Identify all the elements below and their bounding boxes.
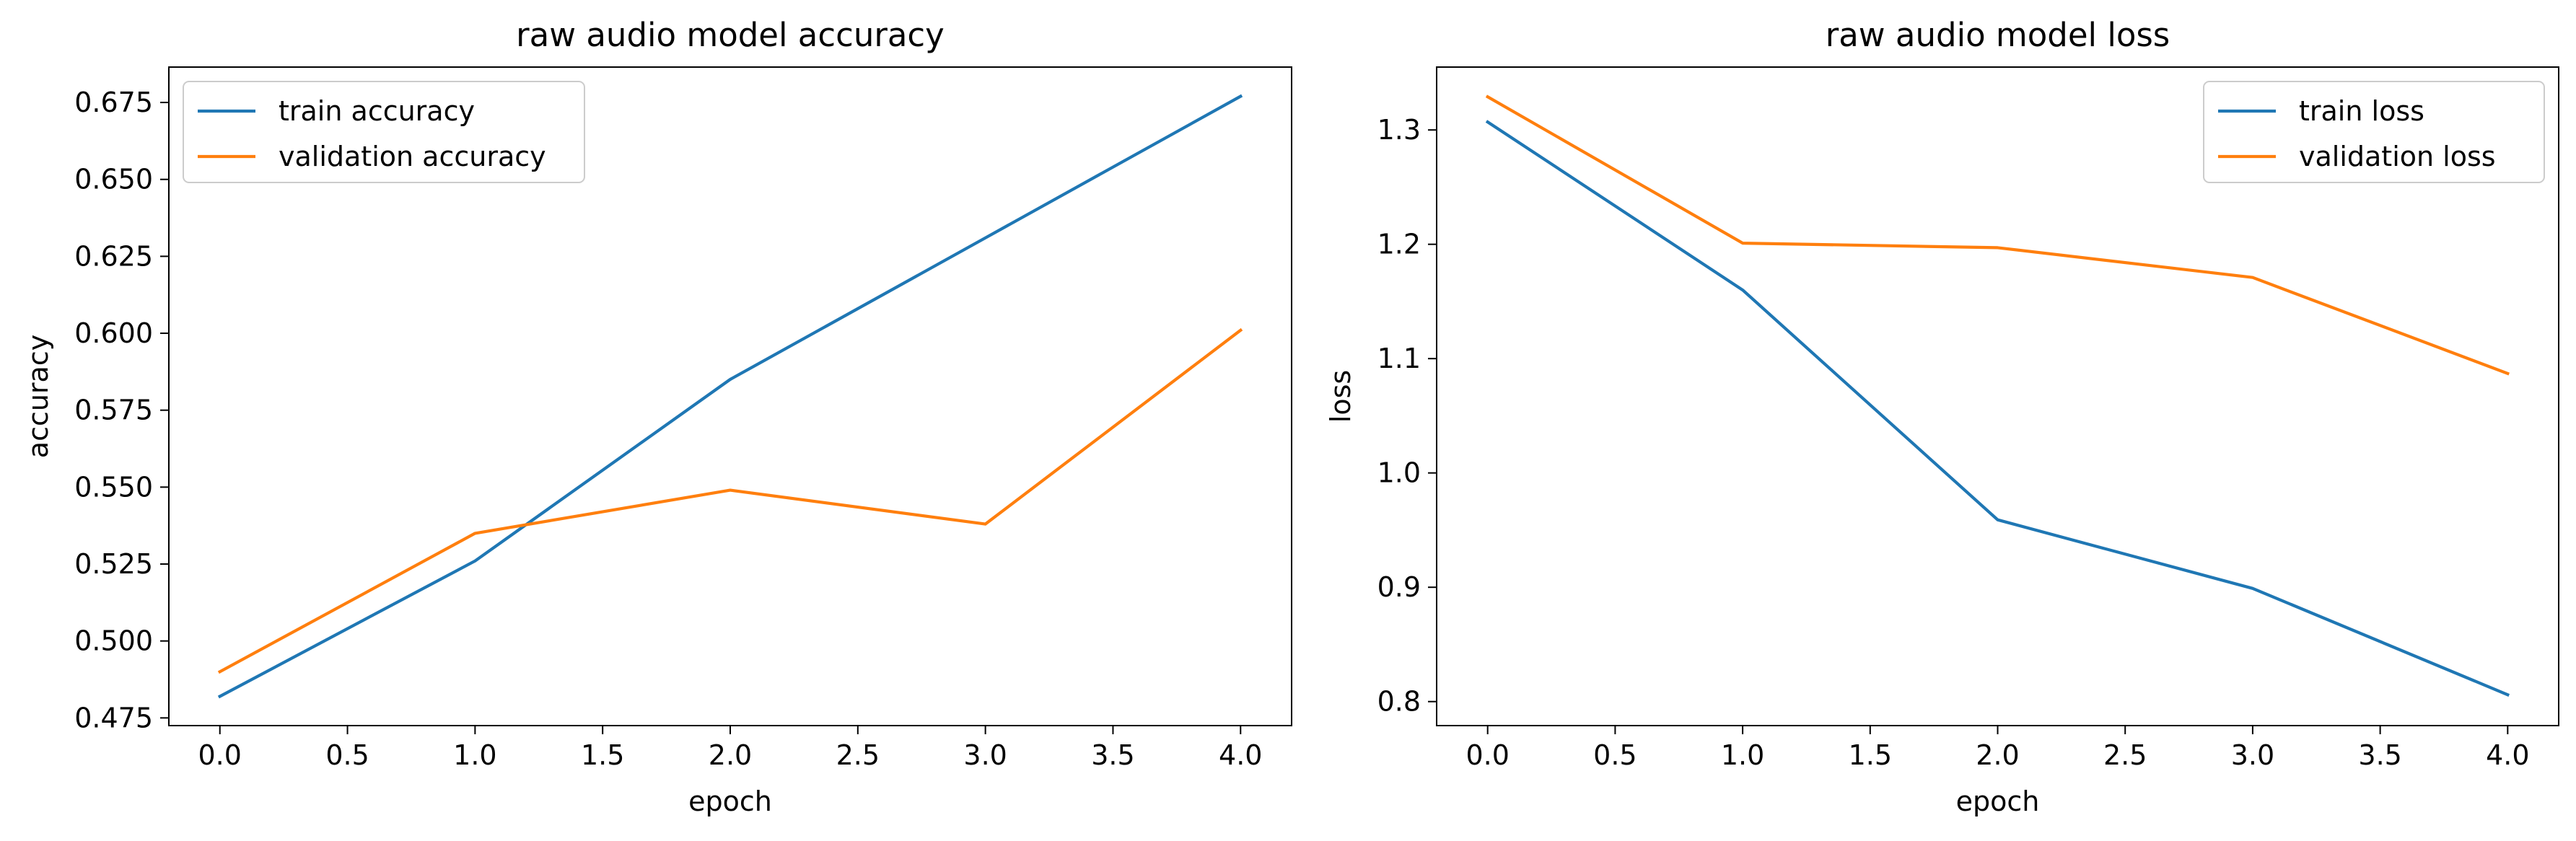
accuracy-y-tick-label: 0.675 [74,87,153,118]
loss-x-tick-label: 0.5 [1593,739,1637,771]
loss-legend-box [2203,81,2545,183]
accuracy-y-tick-label: 0.650 [74,164,153,195]
accuracy-y-tick-label: 0.525 [74,548,153,580]
loss-chart-title: raw audio model loss [1826,16,2170,54]
accuracy-legend-label-1: validation accuracy [279,141,546,172]
accuracy-x-axis-label: epoch [688,785,772,817]
accuracy-x-tick-label: 0.0 [198,739,242,771]
loss-legend-label-1: validation loss [2299,141,2496,172]
accuracy-y-tick-label: 0.575 [74,395,153,426]
accuracy-y-tick-label: 0.600 [74,317,153,349]
loss-x-axis-label: epoch [1956,785,2040,817]
loss-x-tick-label: 3.0 [2231,739,2274,771]
loss-legend: train loss validation loss [2203,81,2545,183]
accuracy-x-tick-label: 2.0 [709,739,752,771]
accuracy-y-axis-label: accuracy [22,335,54,458]
loss-x-tick-label: 3.5 [2358,739,2401,771]
accuracy-x-tick-label: 3.0 [963,739,1007,771]
loss-y-tick-label: 1.2 [1377,229,1421,260]
accuracy-y-tick-label: 0.500 [74,625,153,657]
accuracy-y-tick-label: 0.550 [74,471,153,503]
accuracy-series-line-0 [217,94,1243,699]
accuracy-x-tick-label: 1.5 [581,739,624,771]
accuracy-y-tick-label: 0.625 [74,240,153,272]
loss-y-tick-label: 1.3 [1377,114,1421,146]
accuracy-y-tick-label: 0.475 [74,702,153,734]
accuracy-chart-title: raw audio model accuracy [516,16,945,54]
loss-x-tick-label: 1.5 [1849,739,1892,771]
accuracy-series-line-1 [217,327,1243,674]
loss-legend-label-0: train loss [2299,95,2424,127]
accuracy-chart: 0.0 0.5 1.0 1.5 2.0 2.5 3.0 3.5 4.0 0.475 0.500 0.5… [22,16,1292,817]
loss-y-tick-label: 1.1 [1377,343,1421,374]
loss-chart: 0.0 0.5 1.0 1.5 2.0 2.5 3.0 3.5 4.0 0.8 0.9 1.0 1.1 1… [1325,16,2559,817]
loss-y-tick-label: 1.0 [1377,457,1421,489]
loss-series-line-1 [1485,94,2510,376]
loss-x-tick-label: 2.0 [1976,739,2019,771]
accuracy-x-tick-label: 3.5 [1091,739,1134,771]
accuracy-legend-box [183,81,585,183]
accuracy-x-tick-label: 2.5 [836,739,880,771]
accuracy-legend: train accuracy validation accuracy [183,81,585,183]
loss-y-axis-label: loss [1325,370,1357,423]
loss-x-tick-label: 1.0 [1721,739,1764,771]
accuracy-legend-label-0: train accuracy [279,95,475,127]
loss-x-tick-label: 0.0 [1466,739,1509,771]
loss-y-tick-label: 0.8 [1377,686,1421,718]
loss-x-tick-label: 4.0 [2486,739,2529,771]
accuracy-x-tick-label: 0.5 [325,739,369,771]
accuracy-x-tick-label: 4.0 [1219,739,1262,771]
loss-y-tick-label: 0.9 [1377,571,1421,603]
loss-series-line-0 [1485,120,2510,697]
accuracy-x-tick-label: 1.0 [453,739,496,771]
loss-x-tick-label: 2.5 [2103,739,2147,771]
